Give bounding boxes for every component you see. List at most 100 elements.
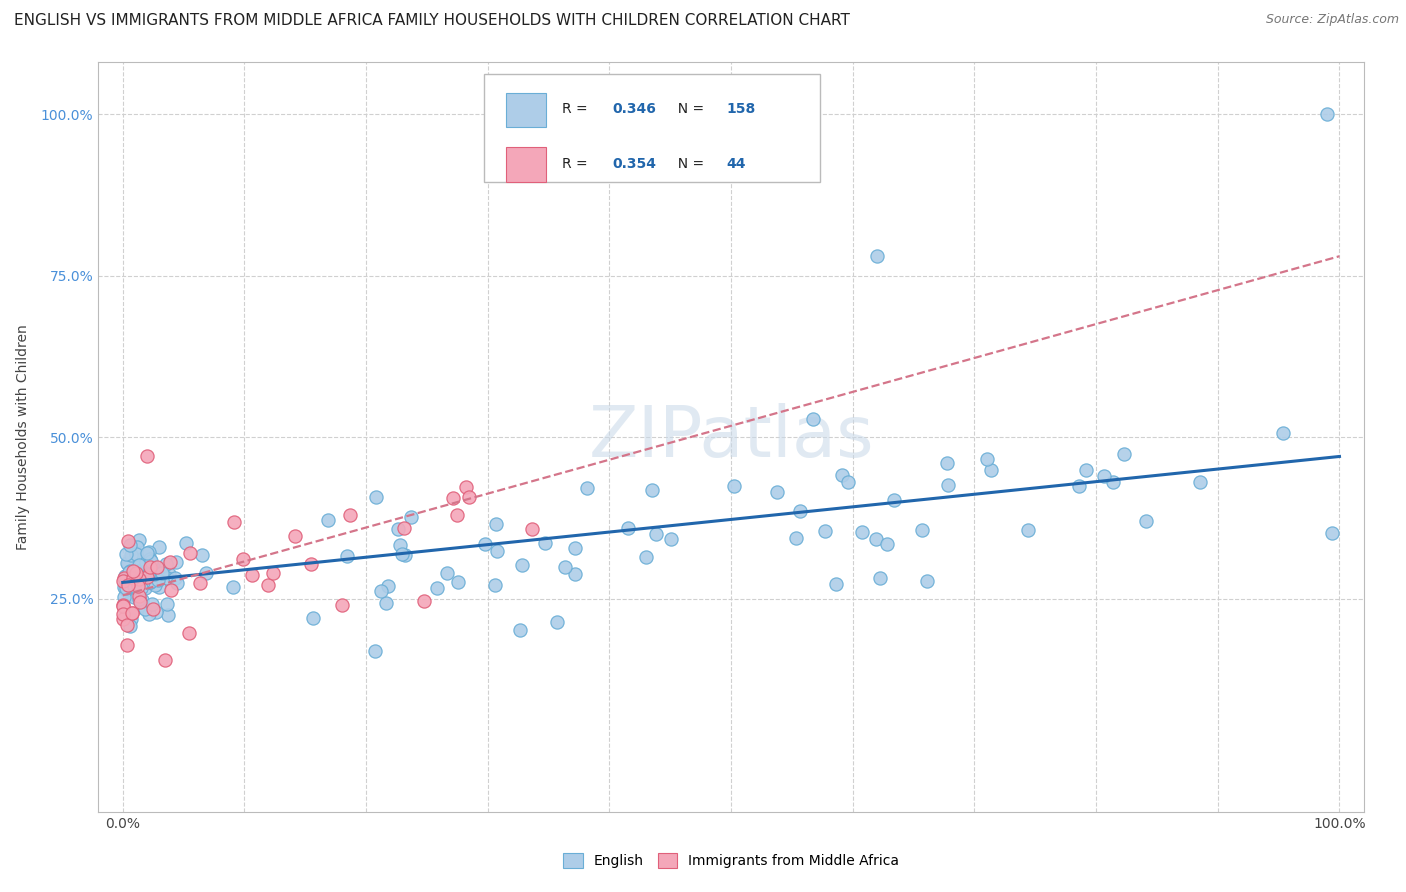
Point (138, 575, 160, 590)
Point (364, 490, 387, 504)
Point (485, 516, 508, 531)
Point (176, 536, 198, 550)
Point (1271, 426, 1294, 441)
Point (117, 558, 139, 572)
Point (533, 535, 555, 549)
Point (486, 544, 509, 558)
Point (117, 578, 139, 592)
Point (129, 594, 152, 608)
Point (122, 580, 145, 594)
Point (256, 578, 278, 592)
Text: 44: 44 (725, 157, 745, 170)
Text: ENGLISH VS IMMIGRANTS FROM MIDDLE AFRICA FAMILY HOUSEHOLDS WITH CHILDREN CORRELA: ENGLISH VS IMMIGRANTS FROM MIDDLE AFRICA… (14, 13, 851, 29)
FancyBboxPatch shape (506, 147, 547, 182)
Point (159, 556, 181, 570)
Point (283, 529, 305, 543)
Point (339, 508, 361, 522)
Point (191, 548, 214, 562)
Point (785, 531, 807, 545)
Legend: English, Immigrants from Middle Africa: English, Immigrants from Middle Africa (564, 854, 898, 869)
Point (143, 578, 166, 592)
Text: N =: N = (669, 157, 709, 170)
Point (139, 574, 162, 589)
Point (141, 597, 163, 611)
Point (114, 581, 136, 595)
Point (1189, 475, 1212, 489)
Point (125, 586, 148, 600)
Point (120, 587, 142, 601)
Point (125, 551, 148, 566)
Text: R =: R = (561, 157, 592, 170)
Point (222, 515, 245, 529)
Point (1316, 107, 1339, 121)
Point (136, 567, 159, 582)
Point (135, 572, 157, 586)
Text: 0.346: 0.346 (612, 102, 657, 116)
Point (165, 571, 187, 585)
Point (112, 599, 135, 614)
Point (134, 581, 156, 595)
Text: 158: 158 (725, 102, 755, 116)
Point (139, 559, 162, 574)
Point (121, 576, 143, 591)
Point (801, 412, 824, 426)
Point (232, 551, 254, 566)
Point (118, 565, 141, 579)
Point (377, 579, 399, 593)
Point (148, 540, 170, 554)
Point (138, 566, 160, 581)
Point (512, 558, 534, 573)
Point (118, 565, 141, 579)
Point (509, 623, 531, 637)
Point (121, 571, 143, 585)
Point (115, 618, 138, 632)
Point (139, 551, 162, 566)
Point (134, 549, 156, 563)
Point (115, 581, 138, 595)
Point (851, 524, 873, 539)
Point (135, 551, 157, 566)
Point (143, 567, 166, 582)
Point (139, 558, 162, 573)
Point (1094, 469, 1116, 483)
Point (112, 598, 135, 612)
Point (120, 566, 142, 580)
Point (135, 556, 157, 570)
Point (160, 582, 183, 597)
Text: N =: N = (669, 102, 709, 116)
Point (121, 606, 143, 620)
Point (138, 607, 160, 622)
Point (179, 546, 201, 560)
Point (117, 533, 139, 548)
Point (128, 589, 150, 603)
Point (876, 537, 898, 551)
Point (391, 547, 413, 561)
Point (564, 541, 586, 555)
Point (387, 522, 409, 536)
Point (115, 556, 138, 570)
Point (112, 580, 135, 594)
Point (865, 532, 887, 546)
Point (114, 582, 136, 597)
Point (141, 558, 163, 573)
Text: ZIPatlas: ZIPatlas (588, 402, 875, 472)
Point (136, 450, 159, 464)
Point (299, 557, 322, 571)
Point (436, 566, 458, 581)
Point (131, 598, 153, 612)
Point (484, 578, 506, 592)
Point (188, 575, 211, 590)
Point (413, 594, 436, 608)
Point (121, 572, 143, 586)
Y-axis label: Family Households with Children: Family Households with Children (15, 324, 30, 550)
Point (155, 653, 177, 667)
Point (115, 573, 138, 587)
Point (866, 249, 889, 263)
Point (120, 612, 142, 626)
Point (915, 574, 938, 588)
Point (641, 483, 664, 497)
Point (883, 493, 905, 508)
Point (936, 478, 959, 492)
Point (399, 510, 422, 524)
Point (128, 558, 150, 572)
